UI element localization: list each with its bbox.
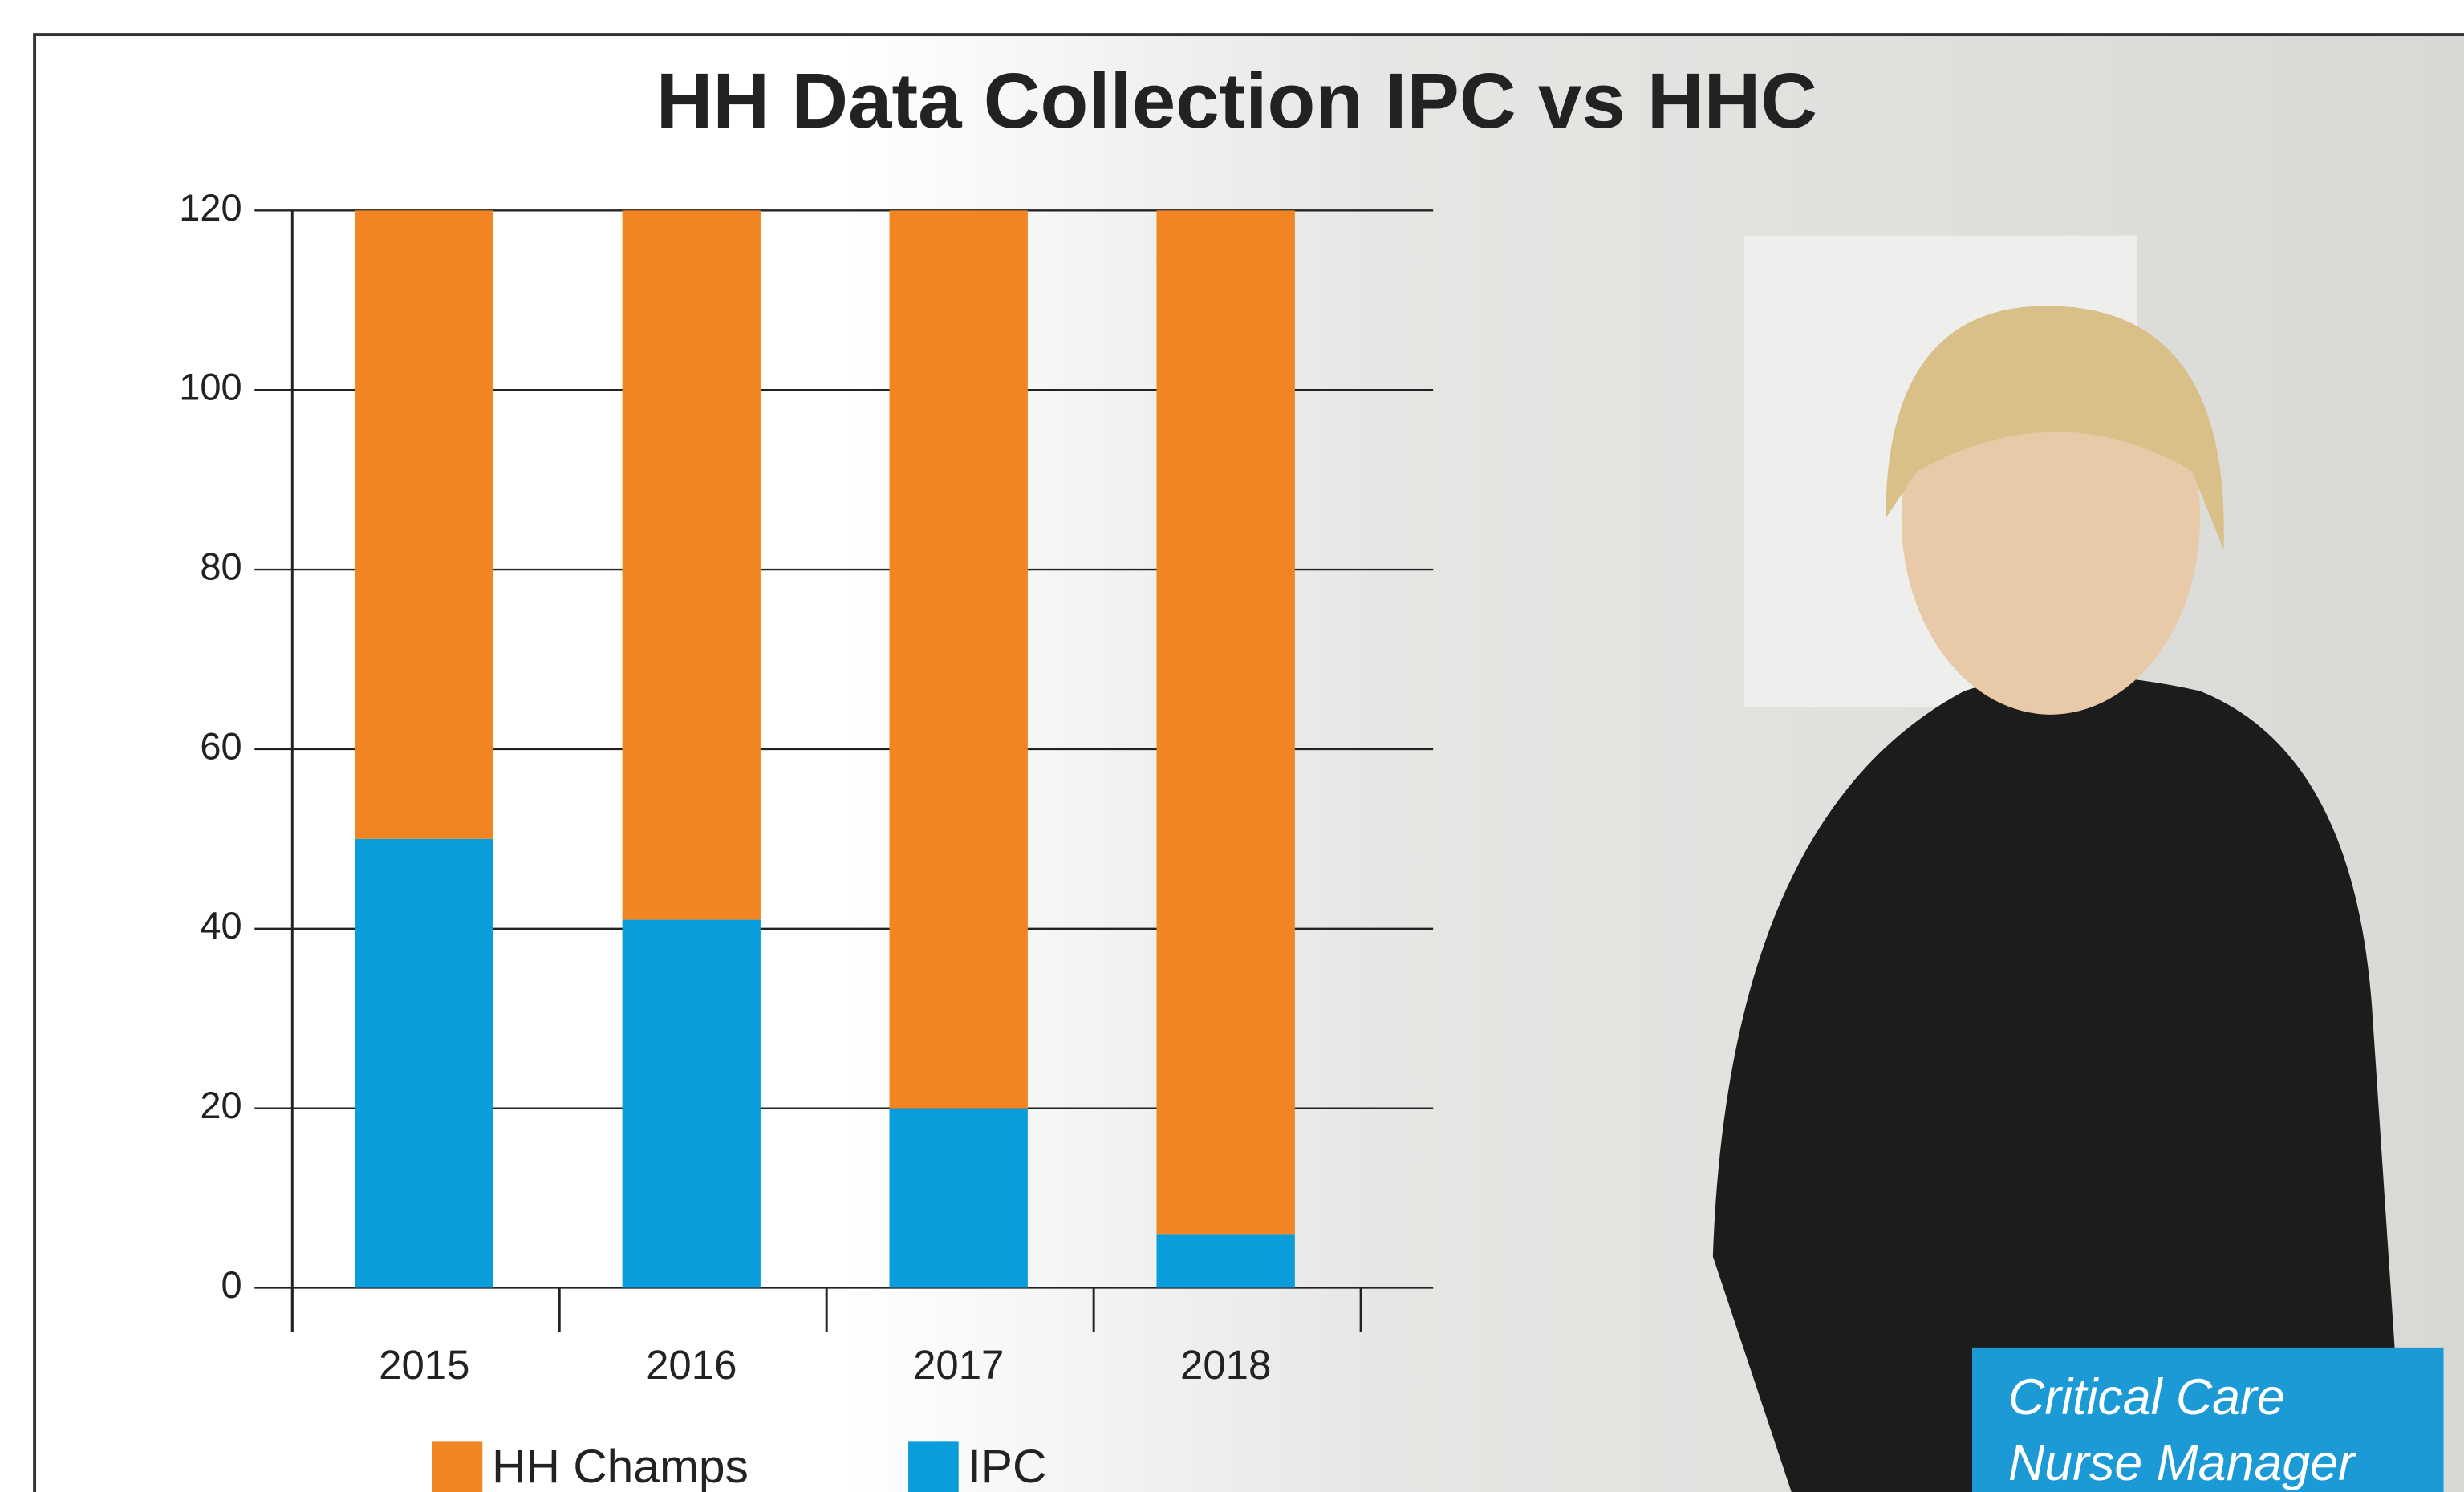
bar-segment [355,210,493,838]
chart: HH Data Collection IPC vs HHC 0 20 40 60 80 1… [0,0,2464,1492]
y-tick-label: 20 [200,1084,242,1126]
y-tick-label: 80 [200,545,242,587]
y-tick-label: 0 [221,1263,242,1306]
y-tick-label: 60 [200,724,242,767]
y-tick-label: 40 [200,904,242,947]
legend-swatch [432,1441,483,1492]
legend-swatch [908,1441,959,1492]
legend-label: IPC [968,1441,1046,1492]
x-tick-label: 2016 [646,1342,737,1388]
page: HH Data Collection IPC vs HHC 0 20 40 60 80 1… [0,0,2464,1492]
x-tick-label: 2018 [1180,1342,1271,1388]
x-tick-label: 2015 [379,1342,469,1388]
bar-segment [1156,210,1294,1234]
bar-segment [890,210,1028,1108]
chart-title: HH Data Collection IPC vs HHC [656,56,1817,144]
caption-line: Nurse Manager [2008,1435,2356,1491]
x-tick-label: 2017 [913,1342,1004,1388]
bar-segment [890,1109,1028,1288]
bar-segment [623,210,761,919]
bar-segment [623,920,761,1288]
y-tick-label: 120 [179,186,242,229]
bar-segment [1156,1234,1294,1287]
y-tick-label: 100 [179,366,242,408]
caption-line: Critical Care [2008,1369,2285,1425]
legend-label: HH Champs [492,1441,749,1492]
bar-segment [355,839,493,1288]
